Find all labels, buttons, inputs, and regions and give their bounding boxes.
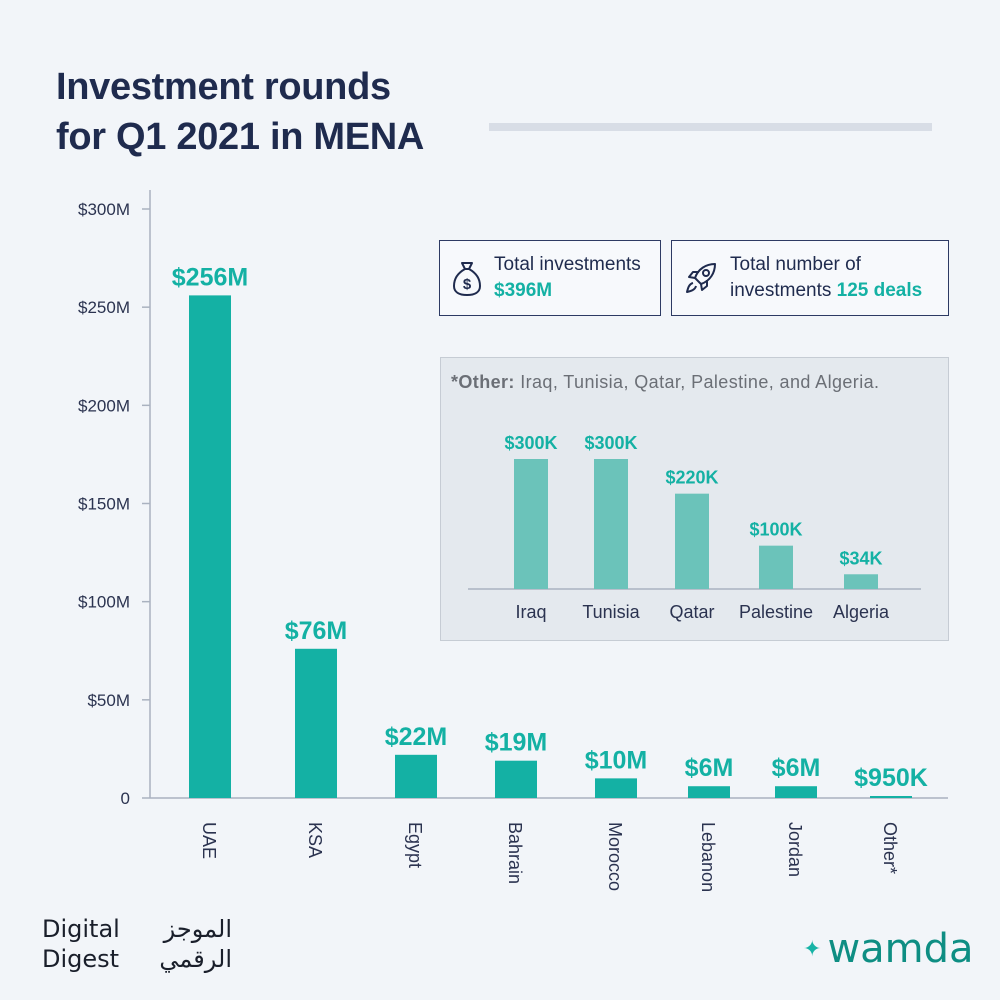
inset-bar-value-label: $34K <box>839 548 882 568</box>
title-line-1: Investment rounds <box>56 66 391 108</box>
bar-value-label: $22M <box>385 723 448 751</box>
other-bar-chart: $300K Iraq $300K Tunisia $220K Qatar $100K Pale… <box>468 433 921 622</box>
bar-bahrain <box>495 760 537 798</box>
bar-value-label: $950K <box>854 764 928 792</box>
total-deals-label-line-2: investments <box>730 280 832 301</box>
other-note: *Other: Iraq, Tunisia, Qatar, Palestine,… <box>451 372 879 393</box>
title-line-2: for Q1 2021 in MENA <box>56 116 425 158</box>
total-deals-value: 125 deals <box>836 280 923 301</box>
inset-bar-algeria <box>844 574 878 589</box>
category-label: Bahrain <box>505 822 525 884</box>
bar-value-label: $19M <box>485 729 548 757</box>
bar-value-label: $76M <box>285 617 348 645</box>
bar-value-label: $6M <box>772 754 821 782</box>
category-label: Egypt <box>405 822 425 868</box>
page-title: Investment rounds for Q1 2021 in MENA <box>56 62 424 162</box>
total-investments-value: $396M <box>494 280 553 301</box>
digital-digest-logo-arabic-2: الرقمي <box>159 945 232 973</box>
y-tick-label: $200M <box>78 396 130 415</box>
inset-category-label: Qatar <box>669 602 714 622</box>
bar-morocco <box>595 778 637 798</box>
category-label: KSA <box>305 822 325 858</box>
inset-category-label: Tunisia <box>582 602 640 622</box>
other-note-label: *Other: <box>451 372 515 392</box>
inset-bar-value-label: $300K <box>504 433 557 453</box>
other-note-text: Iraq, Tunisia, Qatar, Palestine, and Alg… <box>514 372 880 392</box>
category-label: Lebanon <box>698 822 718 892</box>
other-breakdown-panel: *Other: Iraq, Tunisia, Qatar, Palestine,… <box>440 357 949 641</box>
category-label: Morocco <box>605 822 625 891</box>
y-tick-label: 0 <box>121 789 130 808</box>
inset-bar-value-label: $100K <box>749 520 802 540</box>
wamda-logo: ✦ wamda <box>803 924 974 974</box>
inset-category-label: Algeria <box>833 602 890 622</box>
rocket-icon <box>684 261 718 295</box>
inset-category-label: Iraq <box>515 602 546 622</box>
money-bag-icon: $ <box>452 259 482 297</box>
y-tick-label: $250M <box>78 298 130 317</box>
bar-value-label: $10M <box>585 746 648 774</box>
total-investments-label: Total investments <box>494 254 641 275</box>
category-label: Other* <box>880 822 900 874</box>
bar-lebanon <box>688 786 730 798</box>
total-investments-card: $ Total investments $396M <box>439 240 661 316</box>
digital-digest-logo: Digital Digest الموجز الرقمي <box>42 914 232 974</box>
svg-text:$: $ <box>463 276 472 293</box>
inset-bar-tunisia <box>594 459 628 589</box>
digital-digest-logo-word-1: Digital <box>42 915 120 943</box>
bar-value-label: $6M <box>685 754 734 782</box>
inset-bar-iraq <box>514 459 548 589</box>
inset-category-label: Palestine <box>739 602 813 622</box>
inset-bar-value-label: $220K <box>665 468 718 488</box>
y-tick-label: $50M <box>87 691 130 710</box>
inset-bar-palestine <box>759 545 793 589</box>
y-tick-label: $150M <box>78 495 130 514</box>
bar-uae <box>189 295 231 798</box>
inset-bar-value-label: $300K <box>584 433 637 453</box>
y-tick-label: $300M <box>78 200 130 219</box>
bar-egypt <box>395 754 437 798</box>
bar-other <box>870 796 912 798</box>
total-deals-label-line-1: Total number of <box>730 254 861 275</box>
digital-digest-logo-word-2: Digest <box>42 945 120 973</box>
total-deals-card: Total number of investments 125 deals <box>671 240 949 316</box>
category-label: Jordan <box>785 822 805 877</box>
inset-bar-qatar <box>675 493 709 589</box>
sparkle-icon: ✦ <box>803 936 822 962</box>
title-divider <box>489 123 932 131</box>
y-tick-label: $100M <box>78 593 130 612</box>
bar-jordan <box>775 786 817 798</box>
bar-ksa <box>295 648 337 798</box>
digital-digest-logo-arabic-1: الموجز <box>163 915 232 943</box>
category-label: UAE <box>199 822 219 859</box>
bar-value-label: $256M <box>172 263 248 291</box>
wamda-logo-text: wamda <box>827 926 974 972</box>
